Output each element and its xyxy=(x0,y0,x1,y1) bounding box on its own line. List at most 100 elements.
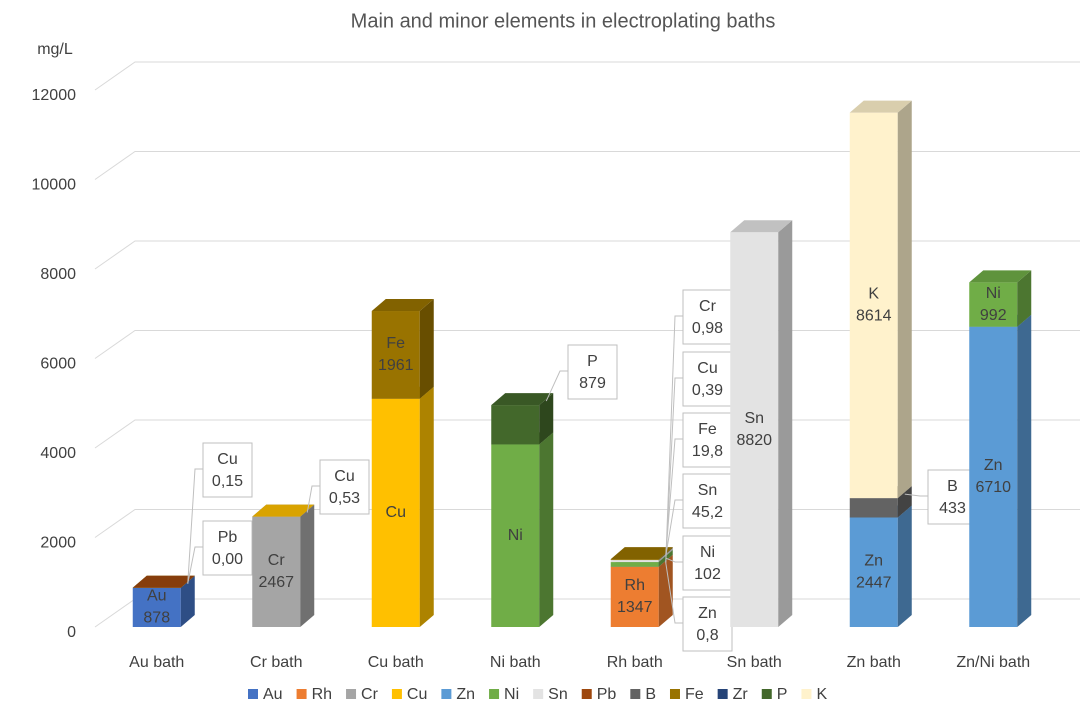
data-label-name: Au xyxy=(147,588,167,605)
legend-swatch xyxy=(533,689,544,699)
callout-box xyxy=(202,520,253,576)
bar-top xyxy=(849,100,912,113)
callout-box xyxy=(202,442,253,498)
legend-label: Zn xyxy=(456,686,475,703)
data-label: 879 xyxy=(579,375,606,392)
bar-side xyxy=(539,393,554,445)
data-label-name: Cr xyxy=(268,552,286,569)
data-label-name: Ni xyxy=(986,285,1001,302)
data-label-name: Cu xyxy=(386,504,406,521)
x-tick-label: Ni bath xyxy=(490,654,541,671)
legend-label: K xyxy=(816,686,827,703)
data-label: 0,39 xyxy=(692,382,723,399)
y-tick-label: 12000 xyxy=(32,87,77,104)
data-label: 8614 xyxy=(856,308,892,325)
data-label-name: Cu xyxy=(334,468,354,485)
data-label: 1347 xyxy=(617,599,653,616)
leader-line xyxy=(665,315,683,563)
data-label: 8820 xyxy=(736,432,772,449)
legend-swatch xyxy=(391,689,402,699)
bar-top xyxy=(132,575,195,588)
bar xyxy=(371,311,420,399)
data-label: 0,98 xyxy=(692,320,723,337)
data-label-name: B xyxy=(947,478,958,495)
data-label: 992 xyxy=(980,307,1007,324)
chart-title: Main and minor elements in electroplatin… xyxy=(351,10,776,32)
callout-box xyxy=(682,351,733,407)
data-label: 0,53 xyxy=(329,490,360,507)
data-label-name: P xyxy=(587,353,598,370)
bar-top xyxy=(371,299,434,312)
x-tick-label: Cr bath xyxy=(250,654,302,671)
bar xyxy=(730,232,779,627)
legend-swatch xyxy=(489,689,500,699)
bar xyxy=(132,587,181,627)
legend-label: Pb xyxy=(597,686,617,703)
x-tick-label: Zn/Ni bath xyxy=(956,654,1030,671)
bar xyxy=(610,559,659,561)
legend-swatch xyxy=(669,689,680,699)
bar xyxy=(610,566,659,627)
data-label: 102 xyxy=(694,566,721,583)
bar-side xyxy=(658,554,673,627)
legend-swatch xyxy=(296,689,307,699)
bar-side xyxy=(419,386,434,627)
bar-top xyxy=(252,504,315,517)
legend-label: Ni xyxy=(504,686,519,703)
bar-side xyxy=(539,432,554,627)
y-tick-label: 8000 xyxy=(40,266,76,283)
bar-side xyxy=(897,100,912,499)
y-tick-label: 2000 xyxy=(40,535,76,552)
data-label: 2467 xyxy=(258,574,294,591)
bar xyxy=(969,282,1018,327)
legend-label: Cu xyxy=(407,686,427,703)
bar xyxy=(969,326,1018,627)
legend-swatch xyxy=(441,689,452,699)
callout-box xyxy=(682,473,733,529)
data-label-name: Cu xyxy=(697,360,717,377)
leader-line xyxy=(665,562,683,624)
legend-label: Zr xyxy=(733,686,749,703)
data-label-name: Fe xyxy=(386,335,405,352)
bar-side xyxy=(1017,270,1032,327)
bar-side xyxy=(897,505,912,627)
data-label-name: Sn xyxy=(698,482,718,499)
leader-line xyxy=(187,468,203,584)
x-tick-label: Cu bath xyxy=(368,654,424,671)
bar-side xyxy=(897,486,912,518)
bar xyxy=(849,517,898,627)
x-tick-label: Rh bath xyxy=(607,654,663,671)
bar-side xyxy=(419,299,434,399)
bar xyxy=(849,112,898,499)
leader-line xyxy=(665,557,683,563)
legend-label: Sn xyxy=(548,686,568,703)
data-label: 0,00 xyxy=(212,551,243,568)
legend-swatch xyxy=(630,689,641,699)
x-tick-label: Au bath xyxy=(129,654,184,671)
legend-label: P xyxy=(777,686,788,703)
legend-label: B xyxy=(645,686,656,703)
data-label: 45,2 xyxy=(692,504,723,521)
data-label-name: Sn xyxy=(744,410,764,427)
data-label-name: Cr xyxy=(699,298,717,315)
leader-line xyxy=(665,499,683,557)
bar xyxy=(252,516,301,627)
callout-box xyxy=(682,596,733,652)
data-label-name: Ni xyxy=(508,527,523,544)
leader-line xyxy=(904,493,928,497)
data-label-name: K xyxy=(868,286,879,303)
leader-line xyxy=(545,370,568,402)
legend-swatch xyxy=(801,689,812,699)
data-label: 19,8 xyxy=(692,443,723,460)
legend-swatch xyxy=(248,689,258,699)
leader-line xyxy=(187,546,203,584)
data-label-name: Zn xyxy=(984,457,1003,474)
bar-top xyxy=(610,547,673,560)
legend-swatch xyxy=(581,689,592,699)
callout-box xyxy=(567,344,618,400)
legend-label: Rh xyxy=(312,686,332,703)
leader-line xyxy=(665,438,683,556)
grid-line xyxy=(94,61,1080,91)
bar-side xyxy=(180,575,195,627)
